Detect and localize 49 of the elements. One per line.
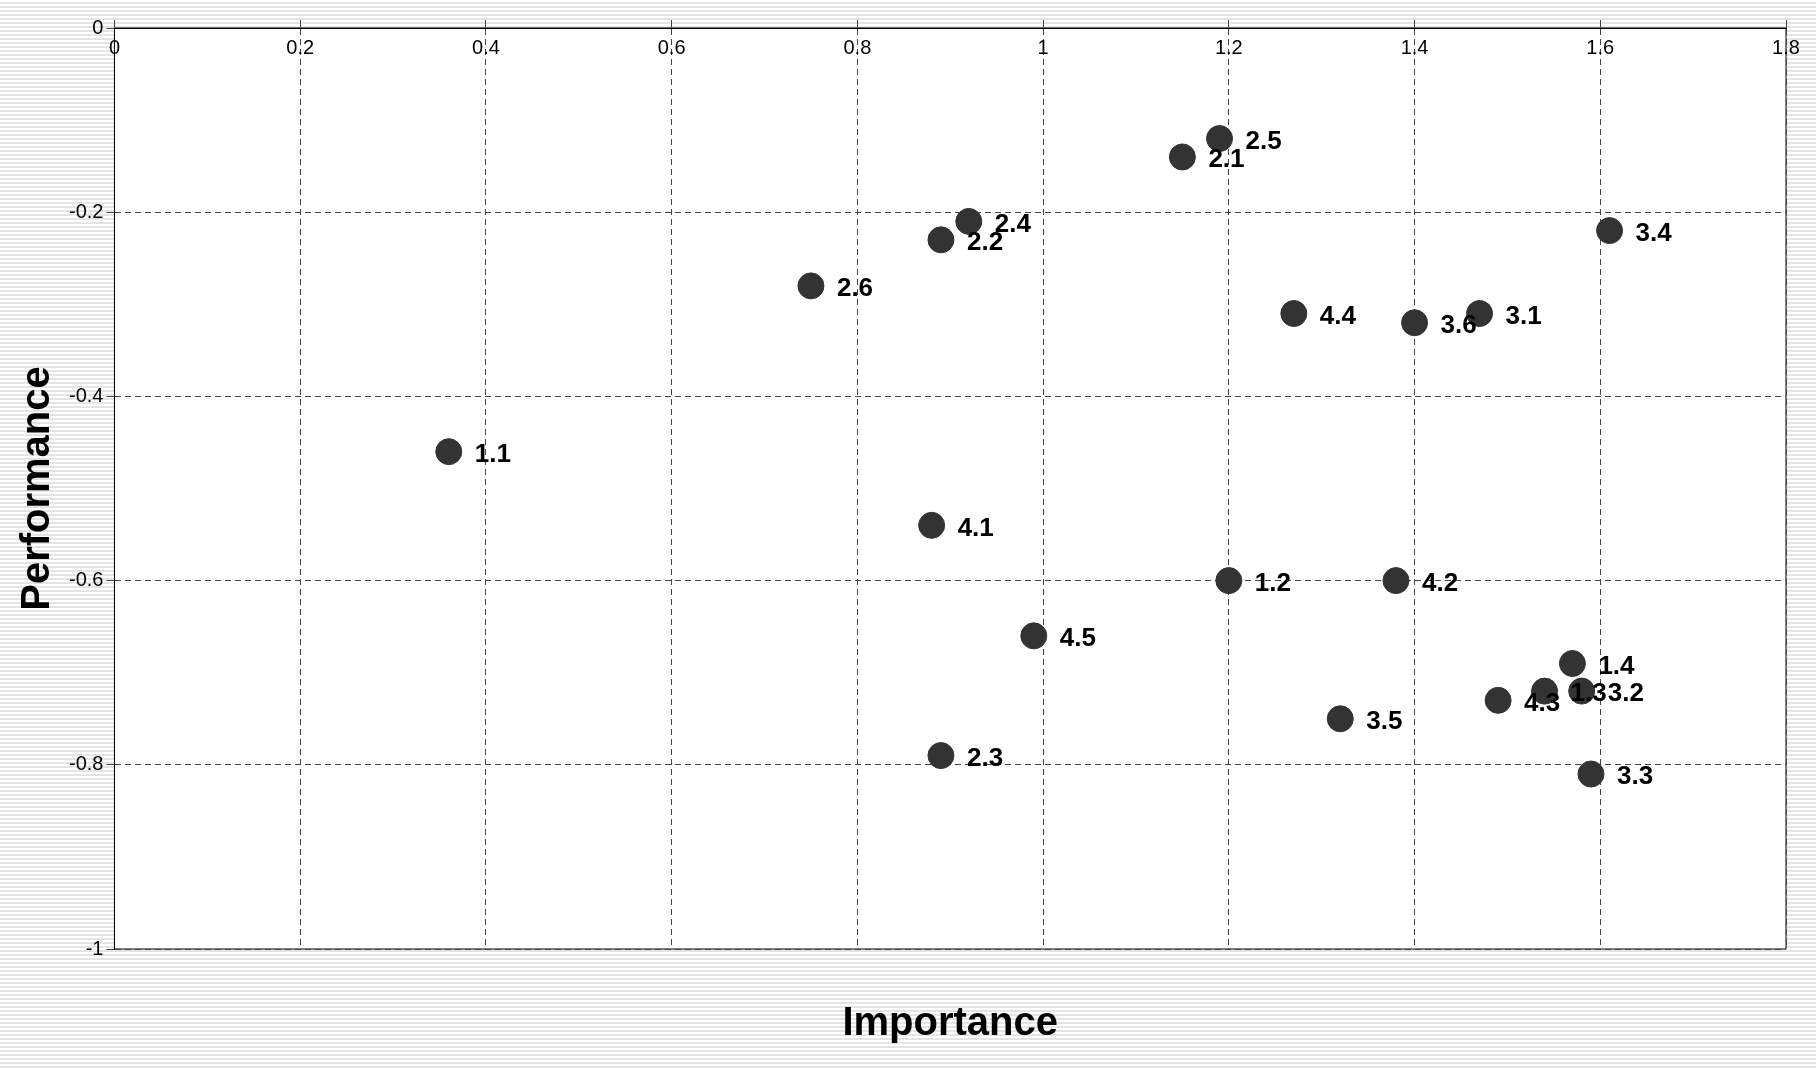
y-tick-label: 0	[92, 15, 104, 38]
x-tick-label: 0.2	[286, 35, 315, 58]
annotation: 3.6	[1440, 308, 1477, 339]
x-tick-label: 0.4	[472, 35, 500, 58]
x-tick-label: 0.8	[843, 35, 872, 58]
y-tick-label: -0.2	[68, 199, 104, 222]
annotation: 3.1	[1505, 299, 1542, 330]
point	[1577, 760, 1605, 788]
point	[927, 742, 955, 770]
y-tick-label: -0.8	[68, 752, 104, 775]
annotation: 2.3	[966, 741, 1004, 772]
y-tick-label: -0.6	[68, 568, 104, 591]
point	[1168, 143, 1196, 171]
x-tick-label: 1.2	[1214, 35, 1243, 58]
annotation: 1.1	[474, 437, 511, 468]
annotation: 3.3	[1616, 760, 1654, 791]
point	[1326, 705, 1354, 733]
x-tick-label: 1	[1037, 35, 1049, 58]
x-tick-label: 1.6	[1586, 35, 1615, 58]
annotation: 3.5	[1366, 704, 1403, 735]
x-tick-label: 1.4	[1400, 35, 1429, 58]
annotation: 3.4	[1635, 216, 1673, 247]
point	[1484, 686, 1512, 714]
annotation: 3.2	[1607, 677, 1644, 708]
point	[1382, 567, 1410, 595]
point	[1215, 567, 1243, 595]
x-axis-title: Importance	[842, 999, 1059, 1044]
annotation: 4.5	[1059, 622, 1096, 653]
y-axis-title: Performance	[13, 366, 58, 611]
annotation: 4.4	[1319, 299, 1357, 330]
x-tick-label: 1.8	[1772, 35, 1800, 58]
y-tick-label: -0.4	[68, 383, 104, 406]
annotation: 1.4	[1598, 649, 1636, 680]
y-tick-label: -1	[85, 936, 104, 959]
point	[927, 226, 955, 254]
point	[1020, 622, 1048, 650]
x-tick-label: 0.6	[657, 35, 686, 58]
point	[1280, 300, 1308, 328]
annotation: 2.6	[836, 272, 874, 303]
point	[1558, 649, 1586, 677]
annotation: 4.2	[1421, 566, 1459, 597]
point	[797, 272, 825, 300]
point	[1401, 309, 1429, 337]
annotation: 4.1	[957, 511, 994, 542]
point	[918, 511, 946, 539]
annotation: 2.5	[1245, 124, 1282, 155]
point	[435, 438, 463, 466]
point	[1596, 217, 1624, 245]
annotation: 2.1	[1208, 143, 1245, 174]
